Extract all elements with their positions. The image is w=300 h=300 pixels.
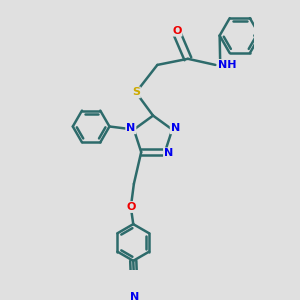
Text: N: N [164, 148, 173, 158]
Text: O: O [126, 202, 136, 212]
Text: N: N [171, 123, 180, 133]
Text: S: S [132, 87, 140, 98]
Text: NH: NH [218, 60, 237, 70]
Text: N: N [126, 123, 136, 133]
Text: O: O [172, 26, 182, 36]
Text: N: N [130, 292, 139, 300]
